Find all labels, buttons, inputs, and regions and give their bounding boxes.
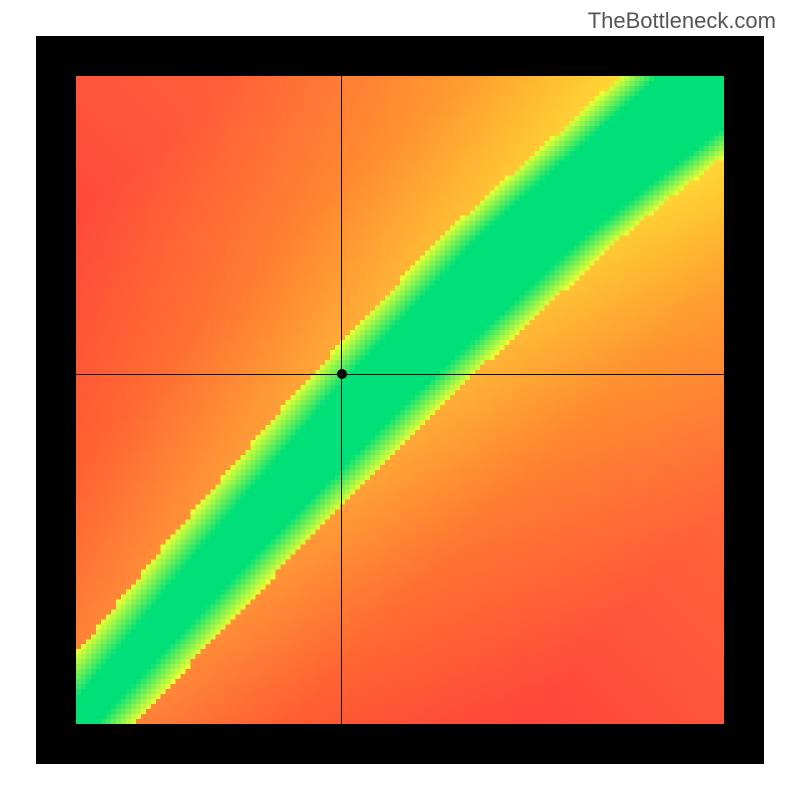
root: TheBottleneck.com bbox=[0, 0, 800, 800]
heatmap-canvas bbox=[76, 76, 724, 724]
attribution-text: TheBottleneck.com bbox=[588, 8, 776, 34]
crosshair-vertical bbox=[341, 76, 342, 724]
data-point-marker bbox=[337, 369, 347, 379]
crosshair-horizontal bbox=[76, 374, 724, 375]
chart-frame bbox=[36, 36, 764, 764]
chart-area bbox=[76, 76, 724, 724]
